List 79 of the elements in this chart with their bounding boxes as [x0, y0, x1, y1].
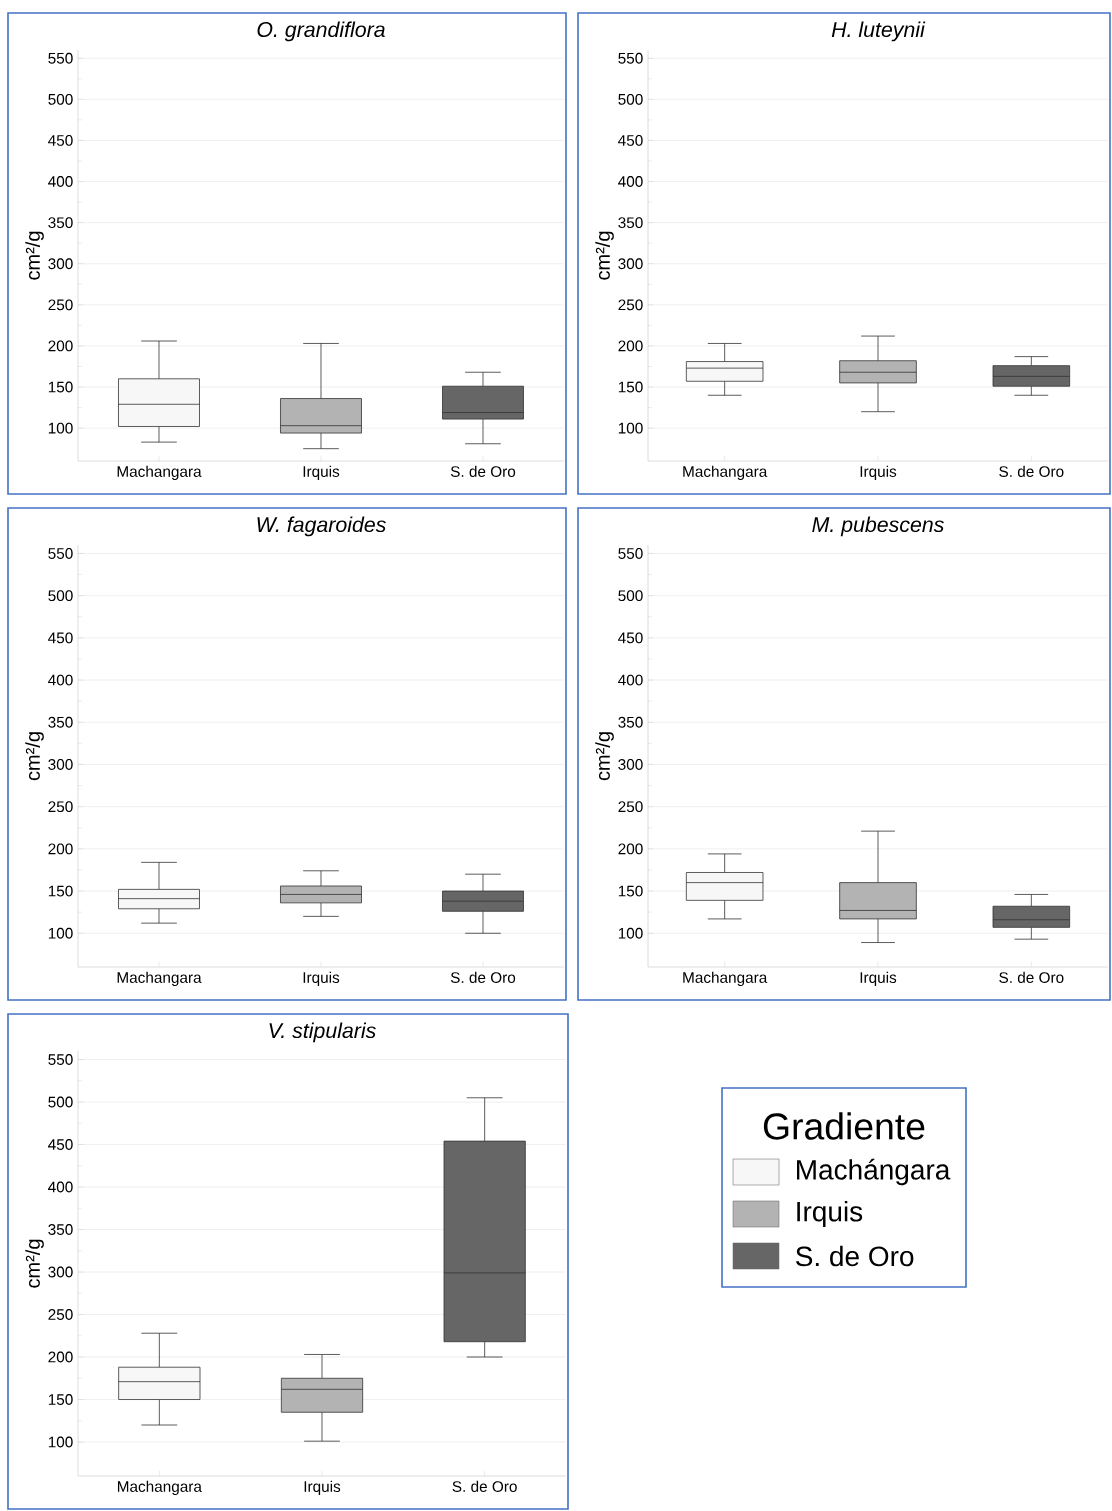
x-tick-label: Irquis: [303, 465, 340, 481]
y-tick-label: 250: [618, 299, 643, 311]
y-tick-label: 100: [48, 927, 73, 939]
category-label: Irquis: [797, 1200, 863, 1228]
y-tick-label: 500: [618, 93, 643, 105]
y-tick-label: 500: [48, 590, 73, 602]
y-tick-label: 400: [618, 176, 643, 187]
x-tick-label: S. de Oro: [450, 465, 516, 477]
chart-title: O. grandiflora: [257, 21, 385, 42]
category-label: Machángara: [797, 1158, 951, 1186]
x-tick-label: Machangara: [117, 465, 202, 481]
y-tick-label: 200: [618, 340, 643, 352]
y-tick-label: 300: [618, 759, 643, 770]
y-tick-label: 450: [618, 632, 643, 644]
chart-title: H. luteynii: [831, 21, 926, 42]
y-tick-label: 350: [48, 217, 73, 229]
y-tick-label: 300: [618, 258, 643, 270]
x-tick-label: Irquis: [303, 971, 340, 987]
y-tick-label: 300: [48, 258, 73, 270]
y-tick-label: 550: [48, 1054, 73, 1065]
x-tick-label: Machangara: [683, 971, 768, 987]
y-tick-label: 400: [48, 176, 73, 187]
legend-title: Gradiente: [763, 1112, 925, 1140]
category-label: S. de Oro: [795, 1245, 914, 1267]
y-tick-label: 350: [618, 217, 643, 229]
y-axis-title: cm²/g: [25, 732, 44, 781]
y-tick-label: 400: [48, 1181, 73, 1193]
y-tick-label: 450: [618, 135, 643, 146]
y-tick-label: 250: [618, 801, 643, 813]
y-tick-label: 450: [48, 135, 73, 146]
y-tick-label: 200: [48, 843, 73, 855]
x-tick-label: S. de Oro: [999, 465, 1064, 477]
x-tick-label: Machangara: [117, 1480, 202, 1496]
y-tick-label: 300: [48, 759, 73, 770]
y-tick-label: 150: [48, 1394, 73, 1405]
y-tick-label: 350: [618, 716, 643, 728]
y-tick-label: 250: [48, 801, 73, 813]
y-axis-title: cm²/g: [25, 231, 44, 280]
y-tick-label: 450: [48, 632, 73, 644]
y-tick-label: 500: [48, 93, 73, 105]
y-tick-label: 550: [618, 52, 643, 64]
chart-title: V. stipularis: [269, 1022, 376, 1043]
x-tick-label: S. de Oro: [450, 971, 516, 983]
y-tick-label: 100: [48, 1436, 73, 1448]
y-tick-label: 150: [618, 885, 643, 897]
y-tick-label: 450: [48, 1139, 73, 1150]
y-tick-label: 400: [618, 674, 643, 686]
y-tick-label: 100: [618, 422, 643, 434]
chart-title: M. pubescens: [812, 516, 944, 537]
y-tick-label: 500: [618, 590, 643, 602]
y-tick-label: 350: [48, 716, 73, 728]
y-axis-title: cm²/g: [595, 732, 614, 781]
y-tick-label: 550: [618, 548, 643, 559]
x-tick-label: Irquis: [860, 971, 897, 987]
y-tick-label: 150: [48, 381, 73, 393]
y-tick-label: 300: [48, 1266, 73, 1278]
y-tick-label: 200: [48, 340, 73, 352]
y-tick-label: 550: [48, 548, 73, 559]
y-axis-title: cm²/g: [25, 1239, 44, 1288]
y-axis-title: cm²/g: [595, 231, 614, 280]
y-tick-label: 200: [48, 1351, 73, 1363]
y-tick-label: 550: [48, 52, 73, 64]
y-tick-label: 150: [618, 381, 643, 393]
x-tick-label: Machangara: [683, 465, 768, 481]
x-tick-label: Machangara: [117, 971, 202, 987]
y-tick-label: 250: [48, 299, 73, 311]
y-tick-label: 350: [48, 1224, 73, 1235]
y-tick-label: 100: [48, 422, 73, 434]
x-tick-label: Irquis: [860, 465, 897, 481]
x-tick-label: S. de Oro: [452, 1480, 517, 1492]
x-tick-label: S. de Oro: [999, 971, 1064, 983]
y-tick-label: 200: [618, 843, 643, 855]
x-tick-label: Irquis: [304, 1480, 341, 1496]
chart-title: W. fagaroides: [257, 516, 386, 537]
y-tick-label: 500: [48, 1096, 73, 1108]
y-tick-label: 150: [48, 885, 73, 897]
y-tick-label: 100: [618, 927, 643, 939]
y-tick-label: 250: [48, 1309, 73, 1320]
y-tick-label: 400: [48, 674, 73, 686]
